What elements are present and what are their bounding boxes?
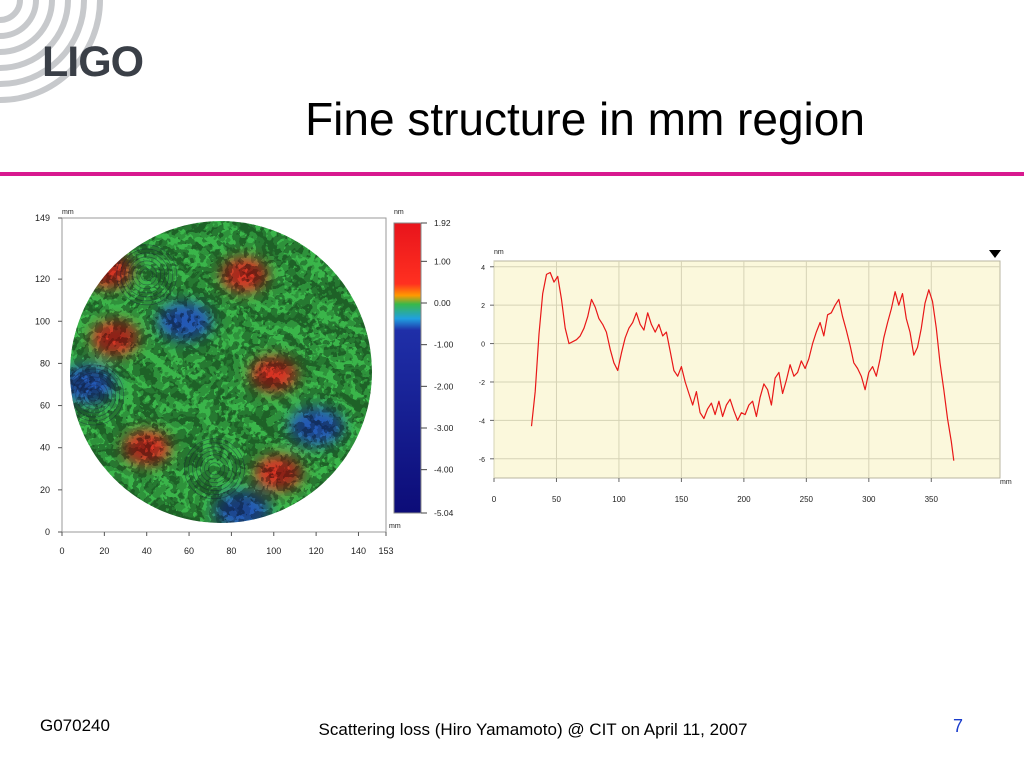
ring: [136, 264, 158, 286]
ring: [79, 380, 109, 410]
y-tick-label: 40: [40, 443, 50, 453]
colorbar-tick-label: 0.00: [434, 298, 451, 308]
x-tick-label: 20: [99, 546, 109, 556]
x-tick-label: 350: [925, 495, 939, 504]
profile-series: [530, 271, 955, 461]
ring: [70, 368, 121, 422]
surface-map-chart: 0 20 40 60 80 100 120 140 153 0 20 40 60 80 100 120 149 m…: [35, 209, 454, 556]
marker-triangle-icon: [989, 250, 1001, 258]
y-tick-label: 100: [35, 316, 50, 326]
colorbar-tick-label: 1.92: [434, 218, 451, 228]
colorbar-tick-label: -5.04: [434, 508, 454, 518]
x-tick-label: 153: [378, 546, 393, 556]
slide-title: Fine structure in mm region: [305, 93, 865, 145]
ring: [128, 256, 166, 294]
x-tick-label: 100: [266, 546, 281, 556]
y-tick-label: 60: [40, 401, 50, 411]
y-tick-label: 80: [40, 358, 50, 368]
x-tick-label: 200: [737, 495, 751, 504]
y-tick-label: -6: [479, 457, 485, 464]
y-tick-label: -2: [479, 380, 485, 387]
ring: [120, 248, 174, 302]
ring: [192, 446, 237, 492]
ring-artifacts: [70, 244, 245, 500]
logo-text: LIGO: [42, 38, 144, 86]
colorbar: 1.92 1.00 0.00 -1.00 -2.00 -3.00 -4.00 -5.04 nm: [393, 209, 454, 518]
x-tick-label: 120: [309, 546, 324, 556]
ring: [116, 244, 178, 306]
title-divider: [0, 172, 1024, 176]
logo-arcs-icon: [0, 0, 103, 103]
x-tick-label: 60: [184, 546, 194, 556]
footer-caption: Scattering loss (Hiro Yamamoto) @ CIT on…: [318, 720, 748, 739]
ring: [188, 442, 241, 496]
y-tick-label: 20: [40, 485, 50, 495]
colorbar-tick-label: -1.00: [434, 340, 454, 350]
ring: [83, 384, 105, 406]
ring: [184, 438, 245, 500]
x-tick-label: 250: [800, 495, 814, 504]
x-tick-label: 300: [862, 495, 876, 504]
disk-content: [70, 221, 372, 523]
ring: [204, 458, 225, 480]
colorbar-tick-label: 1.00: [434, 256, 451, 266]
ring: [200, 454, 229, 484]
x-unit-label: mm: [1000, 479, 1012, 486]
colorbar-tick-label: -3.00: [434, 423, 454, 433]
y-unit-label: mm: [62, 209, 74, 216]
x-tick-label: 100: [612, 495, 626, 504]
ring: [70, 364, 125, 426]
y-tick-label: -4: [479, 418, 485, 425]
colorbar-unit-label: nm: [394, 209, 404, 216]
ring: [196, 450, 233, 488]
x-tick-label: 40: [142, 546, 152, 556]
ring: [132, 260, 162, 290]
x-tick-label: 0: [59, 546, 64, 556]
y-tick-label: 149: [35, 213, 50, 223]
speckle-yellow: [70, 221, 372, 523]
x-tick-label: 50: [552, 495, 561, 504]
x-tick-label: 0: [492, 495, 497, 504]
y-tick-label: 4: [481, 265, 485, 272]
profile-line: [530, 271, 955, 461]
profile-axes: 0 50 100 150 200 250 300 350 4 2 0 -2 -4 -6 nm mm: [479, 249, 1012, 504]
y-tick-label: 120: [35, 274, 50, 284]
logo: [0, 0, 170, 120]
x-unit-label: mm: [389, 523, 401, 530]
x-tick-label: 80: [226, 546, 236, 556]
y-tick-label: 2: [481, 303, 485, 310]
colorbar-gradient: [393, 222, 422, 514]
ring: [208, 462, 221, 476]
page-number: 7: [953, 716, 964, 736]
y-tick-label: 0: [45, 527, 50, 537]
x-tick-label: 140: [351, 546, 366, 556]
plot-area: [493, 260, 1001, 479]
ring: [140, 268, 154, 282]
y-tick-label: 0: [481, 342, 485, 349]
colorbar-tick-label: -2.00: [434, 381, 454, 391]
y-unit-label: nm: [494, 249, 504, 256]
ring: [124, 252, 170, 298]
x-tick-label: 150: [675, 495, 689, 504]
surface-map-disk: [70, 221, 372, 523]
profile-line-chart: 0 50 100 150 200 250 300 350 4 2 0 -2 -4 -6 nm mm: [479, 249, 1012, 504]
document-id: G070240: [40, 716, 110, 735]
colorbar-tick-label: -4.00: [434, 465, 454, 475]
ring: [75, 376, 113, 414]
ring: [87, 388, 101, 402]
